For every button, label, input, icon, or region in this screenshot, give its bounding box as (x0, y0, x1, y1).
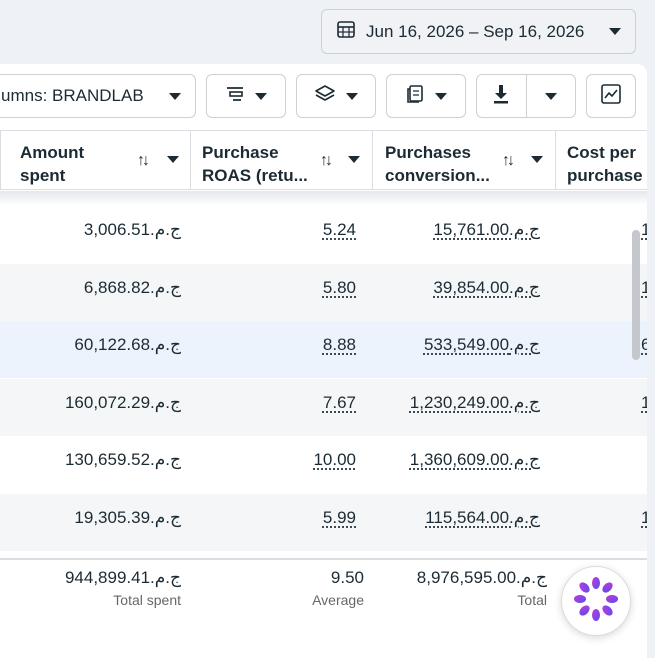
cell-purchases-conversion[interactable]: 533,549.00ج.م.‏ (424, 335, 540, 355)
chevron-down-icon (609, 28, 621, 35)
table-row[interactable]: 130,659.52ج.م.‏ 10.00 1,360,609.00ج.م.‏ (0, 436, 647, 493)
table-header: Amount spent ↑↓ Purchase ROAS (retu... ↑… (0, 130, 647, 190)
assistant-icon (573, 576, 619, 627)
sort-icon[interactable]: ↑↓ (137, 149, 147, 172)
columns-label: umns: BRANDLAB (1, 86, 144, 106)
breakdown-icon (225, 84, 245, 109)
layers-icon (314, 84, 336, 109)
cell-cost-per-purchase[interactable]: 1 (641, 393, 647, 413)
cell-amount-spent: 19,305.39ج.م.‏ (74, 508, 181, 528)
cell-purchase-roas[interactable]: 10.00 (313, 450, 356, 470)
layers-button[interactable] (296, 74, 376, 118)
export-split-button (476, 74, 576, 118)
table-row[interactable]: 6,868.82ج.م.‏ 5.80 39,854.00ج.م.‏ 1 (0, 264, 647, 321)
chevron-down-icon (545, 93, 557, 100)
cell-amount-spent: 6,868.82ج.م.‏ (84, 278, 181, 298)
chevron-down-icon (346, 93, 358, 100)
cell-purchase-roas[interactable]: 5.99 (323, 508, 356, 528)
chart-icon (600, 83, 622, 110)
column-header-purchases-conversion[interactable]: Purchases conversion... ↑↓ (385, 131, 550, 191)
cell-amount-spent: 60,122.68ج.م.‏ (74, 335, 181, 355)
export-options-dropdown[interactable] (526, 75, 575, 117)
charts-button[interactable] (586, 74, 636, 118)
download-button[interactable] (477, 75, 526, 117)
header-shadow (0, 191, 647, 205)
total-amount-spent: 944,899.41ج.م.‏ Total spent (65, 568, 181, 608)
chevron-down-icon[interactable] (348, 156, 360, 163)
column-header-purchase-roas[interactable]: Purchase ROAS (retu... ↑↓ (202, 131, 367, 191)
reports-icon (405, 84, 425, 109)
column-header-amount-spent[interactable]: Amount spent ↑↓ (20, 131, 185, 191)
cell-cost-per-purchase[interactable]: 1 (641, 220, 647, 240)
column-divider (372, 130, 373, 190)
cell-purchases-conversion[interactable]: 39,854.00ج.م.‏ (433, 278, 540, 298)
sort-icon[interactable]: ↑↓ (320, 149, 330, 172)
table-row[interactable]: 19,305.39ج.م.‏ 5.99 115,564.00ج.م.‏ 1 (0, 494, 647, 551)
breakdown-button[interactable] (206, 74, 286, 118)
columns-dropdown[interactable]: umns: BRANDLAB (0, 74, 196, 118)
chevron-down-icon[interactable] (531, 156, 543, 163)
column-divider (0, 130, 1, 190)
cell-amount-spent: 130,659.52ج.م.‏ (65, 450, 181, 470)
cell-purchase-roas[interactable]: 5.24 (323, 220, 356, 240)
chevron-down-icon (169, 93, 181, 100)
reports-button[interactable] (386, 74, 466, 118)
column-header-cost-per-purchase[interactable]: Cost per purchase (567, 131, 647, 191)
column-divider (555, 130, 556, 190)
calendar-icon (336, 19, 356, 44)
cell-purchase-roas[interactable]: 7.67 (323, 393, 356, 413)
cell-purchases-conversion[interactable]: 15,761.00ج.م.‏ (433, 220, 540, 240)
chevron-down-icon (255, 93, 267, 100)
cell-purchase-roas[interactable]: 8.88 (323, 335, 356, 355)
totals-row: 944,899.41ج.م.‏ Total spent 9.50 Average… (0, 558, 647, 658)
table-row[interactable]: 3,006.51ج.م.‏ 5.24 15,761.00ج.م.‏ 1 (0, 206, 647, 263)
date-range-button[interactable]: Jun 16, 2026 – Sep 16, 2026 (321, 9, 636, 54)
table-panel: umns: BRANDLAB (0, 64, 647, 658)
cell-cost-per-purchase[interactable]: 1 (641, 278, 647, 298)
vertical-scrollbar[interactable] (632, 230, 640, 360)
chevron-down-icon (435, 93, 447, 100)
date-range-label: Jun 16, 2026 – Sep 16, 2026 (366, 22, 584, 42)
total-purchases-conversion: 8,976,595.00ج.م.‏ Total (417, 568, 547, 608)
cell-purchases-conversion[interactable]: 1,360,609.00ج.م.‏ (410, 450, 540, 470)
cell-cost-per-purchase[interactable]: 1 (641, 508, 647, 528)
ai-assistant-button[interactable] (561, 566, 631, 636)
cell-cost-per-purchase[interactable]: 6 (641, 335, 647, 355)
table-row[interactable]: 60,122.68ج.م.‏ 8.88 533,549.00ج.م.‏ 6 (0, 321, 647, 378)
chevron-down-icon[interactable] (167, 156, 179, 163)
column-divider (190, 130, 191, 190)
sort-icon[interactable]: ↑↓ (502, 149, 512, 172)
cell-amount-spent: 160,072.29ج.م.‏ (65, 393, 181, 413)
table-row[interactable]: 160,072.29ج.م.‏ 7.67 1,230,249.00ج.م.‏ 1 (0, 379, 647, 436)
download-icon (491, 83, 511, 110)
total-purchase-roas: 9.50 Average (312, 568, 364, 608)
cell-purchase-roas[interactable]: 5.80 (323, 278, 356, 298)
cell-amount-spent: 3,006.51ج.م.‏ (84, 220, 181, 240)
cell-purchases-conversion[interactable]: 115,564.00ج.م.‏ (425, 508, 540, 528)
cell-purchases-conversion[interactable]: 1,230,249.00ج.م.‏ (410, 393, 540, 413)
